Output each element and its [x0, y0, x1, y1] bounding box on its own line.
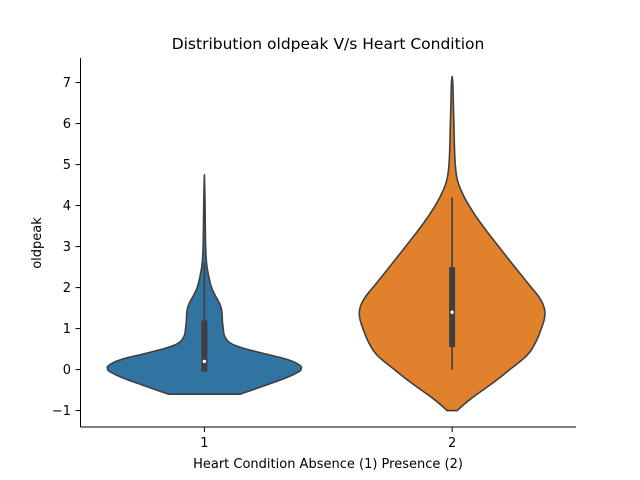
y-tick-label: 6 [63, 117, 71, 132]
box-group [201, 197, 456, 372]
y-axis-ticks: −1 0 1 2 3 4 5 6 7 [52, 76, 81, 419]
y-tick-label: 3 [63, 240, 71, 255]
y-tick-label: 4 [63, 199, 71, 214]
x-axis-title: Heart Condition Absence (1) Presence (2) [193, 457, 463, 472]
y-tick-label: 7 [63, 76, 71, 91]
y-tick-label: 1 [63, 322, 71, 337]
y-tick-label: −1 [52, 404, 71, 419]
y-tick-label: 5 [63, 158, 71, 173]
iqr-box [449, 267, 456, 348]
y-tick-label: 2 [63, 281, 71, 296]
median-marker [450, 310, 454, 314]
x-tick-label: 1 [200, 436, 208, 451]
chart-title: Distribution oldpeak V/s Heart Condition [172, 35, 485, 53]
y-axis-title: oldpeak [30, 217, 45, 269]
violin-group [106, 75, 546, 412]
median-marker [202, 359, 207, 364]
iqr-box [201, 320, 208, 372]
x-tick-label: 2 [448, 436, 456, 451]
y-tick-label: 0 [63, 363, 71, 378]
